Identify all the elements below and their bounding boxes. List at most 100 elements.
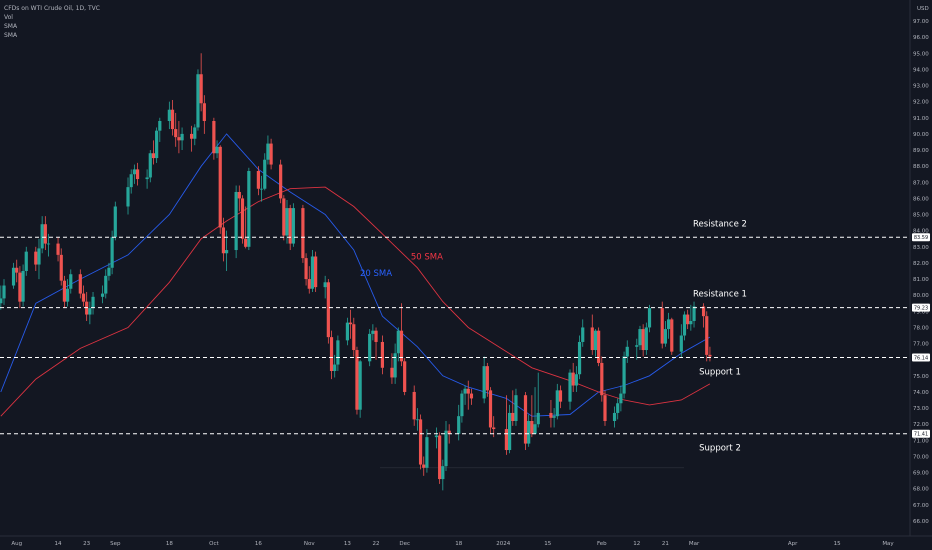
candle-body — [263, 159, 267, 189]
candle-body — [422, 464, 426, 468]
candle-body — [129, 174, 133, 188]
candle-body — [40, 224, 44, 249]
x-tick-label: Sep — [110, 541, 121, 547]
candle-body — [708, 354, 712, 357]
y-tick-label: 96.00 — [913, 35, 929, 41]
candle-body — [100, 293, 105, 297]
candle-body — [612, 412, 617, 421]
indicator-sma-2[interactable]: SMA — [4, 32, 18, 39]
candle-body — [485, 366, 489, 391]
candle-body — [536, 412, 540, 425]
candle-body — [333, 364, 337, 371]
candle-body — [444, 430, 448, 467]
y-tick-label: 88.00 — [913, 164, 929, 170]
candle-body — [126, 187, 130, 207]
candle-body — [686, 314, 690, 325]
candle-body — [438, 435, 442, 480]
sma-line-50 — [0, 186, 711, 417]
candle-body — [34, 251, 38, 265]
candle-body — [234, 191, 238, 251]
candle-body — [457, 416, 461, 434]
y-tick-label: 70.00 — [913, 454, 929, 460]
candle-body — [202, 103, 206, 121]
x-tick-label: 21 — [662, 541, 669, 547]
x-tick-label: 16 — [255, 541, 262, 547]
candle-body — [291, 208, 295, 244]
candle-body — [555, 390, 559, 417]
y-tick-label: 69.00 — [913, 471, 929, 477]
y-tick-label: 90.00 — [913, 132, 929, 138]
candle-body — [371, 330, 375, 334]
candle-body — [511, 412, 515, 421]
candle-body — [336, 340, 340, 365]
candle-body — [418, 419, 423, 465]
y-tick-label: 78.00 — [913, 325, 929, 331]
candle-body — [135, 169, 140, 180]
candle-body — [577, 341, 582, 375]
level-price-tag-text: 71.41 — [914, 432, 928, 438]
candle-body — [215, 146, 219, 154]
candle-body — [24, 251, 28, 271]
candle-body — [279, 164, 283, 199]
candle-body — [625, 346, 629, 357]
candle-body — [670, 319, 674, 352]
candle-body — [574, 374, 578, 386]
y-tick-label: 93.00 — [913, 84, 929, 90]
candle-body — [644, 327, 648, 351]
candle-body — [616, 403, 620, 413]
indicator-vol[interactable]: Vol — [4, 14, 13, 21]
y-tick-label: 84.00 — [913, 229, 929, 235]
candle-body — [307, 279, 311, 289]
y-tick-label: 74.00 — [913, 390, 929, 396]
candle-body — [37, 248, 41, 265]
candle-body — [523, 395, 528, 444]
candle-body — [244, 238, 248, 247]
candle-body — [301, 208, 305, 259]
x-tick-label: 22 — [373, 541, 380, 547]
level-price-tag — [912, 303, 930, 312]
candle-body — [425, 437, 429, 468]
candle-body — [314, 256, 318, 288]
candle-body — [660, 308, 664, 344]
candle-body — [196, 74, 200, 128]
y-tick-label: 92.00 — [913, 100, 929, 106]
indicator-sma-1[interactable]: SMA — [4, 23, 18, 30]
candle-body — [403, 361, 407, 392]
y-tick-label: 79.00 — [913, 309, 929, 315]
candle-body — [412, 391, 416, 420]
candle-body — [107, 267, 111, 276]
sma-label-50: 50 SMA — [411, 253, 443, 263]
level-price-tag-text: 79.23 — [914, 305, 928, 311]
candle-body — [666, 319, 671, 330]
candle-body — [682, 314, 687, 336]
candle-body — [441, 466, 445, 480]
x-tick-label: 18 — [455, 541, 462, 547]
candle-body — [399, 330, 404, 362]
x-tick-label: 13 — [344, 541, 351, 547]
x-tick-label: Dec — [399, 541, 410, 547]
y-tick-label: 73.00 — [913, 406, 929, 412]
candle-body — [18, 272, 22, 302]
sma-label-20: 20 SMA — [360, 269, 392, 279]
y-tick-label: 86.00 — [913, 196, 929, 202]
x-tick-label: 12 — [633, 541, 640, 547]
candle-body — [647, 308, 652, 328]
level-price-tag-text: 83.59 — [914, 235, 928, 241]
candle-body — [460, 393, 464, 417]
level-price-tag-text: 76.14 — [914, 355, 928, 361]
candle-body — [155, 130, 159, 159]
candle-body — [705, 316, 709, 355]
x-tick-label: 18 — [166, 541, 173, 547]
candle-body — [390, 367, 394, 378]
candle-body — [174, 129, 178, 138]
candle-body — [247, 171, 251, 247]
candle-body — [326, 282, 330, 338]
y-tick-label: 83.00 — [913, 245, 929, 251]
candle-body — [310, 256, 315, 289]
candle-body — [558, 390, 563, 402]
x-tick-label: Feb — [597, 541, 607, 547]
level-price-tag — [912, 233, 930, 242]
symbol-title[interactable]: CFDs on WTI Crude Oil, 1D, TVC — [4, 5, 100, 12]
candle-body — [240, 198, 245, 239]
